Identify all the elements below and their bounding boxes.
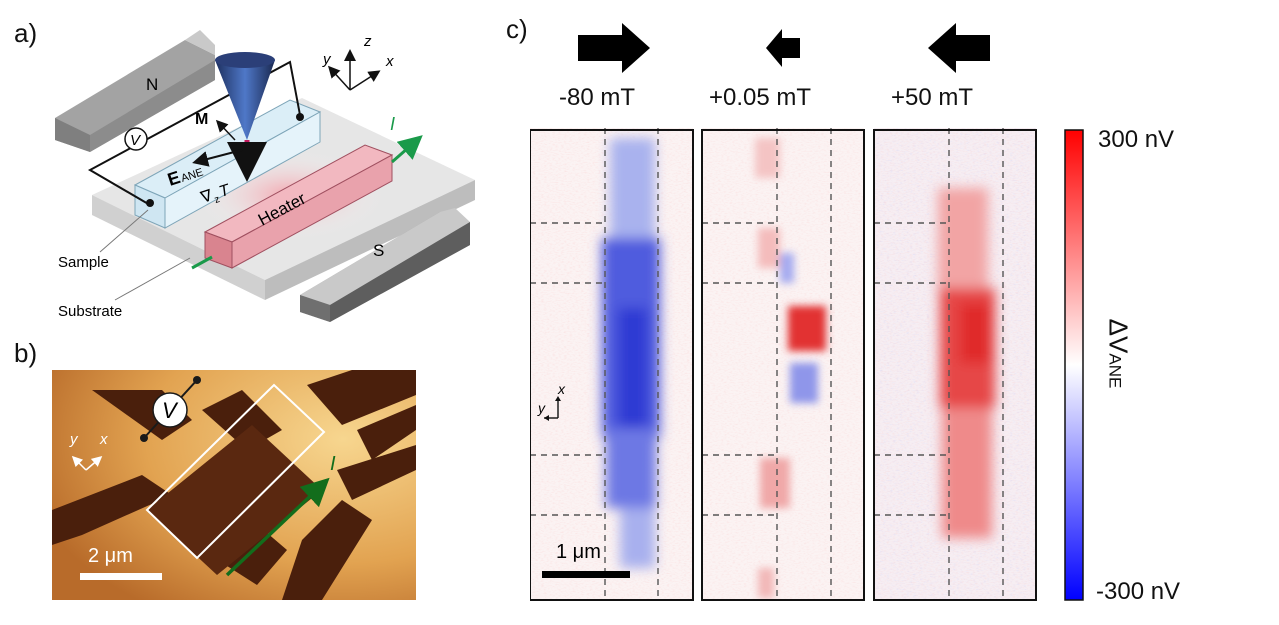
gradient-subscript: z (213, 194, 221, 206)
voltmeter-circuit (87, 60, 304, 207)
panel-label-c: c) (506, 14, 528, 44)
colorbar-title-sub: ANE (1105, 353, 1125, 389)
ane-maps: y x 1 μm (530, 128, 1037, 601)
ane-map-frame-3 (873, 129, 1037, 601)
sample-callout-line (99, 209, 149, 253)
axis-x-label: x (99, 431, 108, 448)
field-arrow-right-large (578, 23, 650, 73)
map-scale-bar-label: 1 μm (556, 541, 601, 563)
current-arrow (225, 477, 330, 577)
colorbar (1064, 129, 1084, 601)
axis-z-label: z (363, 33, 372, 50)
axes-icon (327, 49, 381, 91)
sample-label: Sample (58, 254, 109, 271)
e-field-label: E (165, 167, 183, 190)
ane-map-frame-1 (530, 129, 694, 601)
panel-label-a: a) (14, 18, 38, 48)
axis-y-label: y (69, 431, 79, 448)
scale-bar-label: 2 μm (88, 545, 133, 567)
south-magnet (300, 208, 470, 322)
north-magnet (55, 30, 215, 152)
colorbar-max-label: 300 nV (1098, 126, 1175, 153)
north-label: N (146, 75, 158, 94)
map-scale-bar (542, 571, 630, 578)
colorbar-axis-title: ΔVANE (1088, 316, 1148, 416)
field-label-2: +0.05 mT (709, 84, 812, 111)
map-axes-icon (544, 396, 561, 421)
current-arrow (391, 135, 423, 164)
ane-map-plus50 (874, 128, 1036, 600)
south-label: S (373, 241, 384, 260)
ane-map-plus005 (702, 128, 864, 600)
map-axis-x-label: x (557, 381, 566, 397)
ane-map-frame-2 (701, 129, 865, 601)
e-field-arrow (192, 149, 243, 167)
voltmeter-symbol (140, 376, 201, 442)
current-label: I (390, 114, 395, 134)
scale-bar (80, 573, 162, 580)
field-label-1: -80 mT (559, 84, 636, 111)
field-label-3: +50 mT (891, 84, 974, 111)
heater-bar (203, 144, 394, 269)
substrate-label: Substrate (58, 303, 122, 320)
sample-strip (147, 425, 322, 575)
current-lead-left (191, 255, 213, 270)
gradient-label: ∇ (198, 187, 215, 207)
panel-label-b: b) (14, 338, 38, 368)
map-axis-y-label: y (537, 400, 546, 416)
axes-icon (71, 455, 103, 471)
setup-schematic: N S V M E ANE ∇ z T (55, 30, 475, 322)
colorbar-title-main: ΔV (1103, 318, 1134, 354)
axis-x-label: x (385, 53, 394, 70)
voltmeter-label: V (130, 132, 142, 149)
field-arrow-left-small (766, 29, 800, 67)
afm-micrograph: I V y x 2 μm (52, 370, 416, 600)
ane-map-minus80 (530, 128, 693, 600)
field-arrows (578, 23, 990, 73)
magnetization-label: M (195, 111, 208, 128)
current-label: I (330, 453, 336, 475)
colorbar-min-label: -300 nV (1096, 578, 1181, 605)
voltmeter-label: V (162, 398, 179, 423)
substrate-callout-line (114, 257, 191, 301)
axis-y-label: y (322, 51, 332, 68)
scan-region-box (145, 383, 326, 560)
magnetization-arrow (215, 119, 236, 141)
field-arrow-left-large (928, 23, 990, 73)
